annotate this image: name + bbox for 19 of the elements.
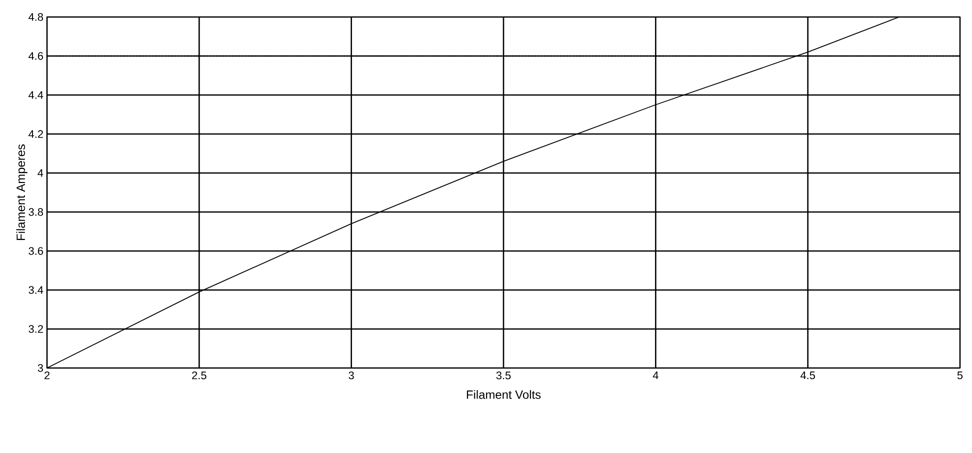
y-tick-label: 4.4 — [28, 91, 44, 99]
x-tick-label: 3.5 — [496, 372, 511, 380]
y-tick-label: 4.8 — [28, 13, 44, 21]
y-tick-label: 3.4 — [28, 286, 44, 294]
x-axis-title: Filament Volts — [466, 390, 541, 399]
x-tick-label: 4.5 — [800, 372, 815, 380]
x-tick-label: 2.5 — [192, 372, 206, 380]
y-tick-label: 3 — [38, 364, 44, 372]
x-tick-label: 3 — [348, 372, 354, 380]
y-axis-title: Filament Amperes — [16, 144, 28, 240]
x-tick-label: 5 — [957, 372, 963, 380]
x-tick-label: 2 — [44, 372, 50, 380]
y-tick-label: 3.2 — [28, 325, 43, 333]
x-tick-label: 4 — [652, 372, 658, 380]
y-tick-label: 4 — [38, 169, 44, 177]
y-tick-label: 3.8 — [28, 208, 44, 216]
y-tick-label: 4.2 — [28, 130, 43, 138]
y-tick-label: 4.6 — [28, 52, 44, 60]
y-tick-label: 3.6 — [28, 247, 44, 255]
